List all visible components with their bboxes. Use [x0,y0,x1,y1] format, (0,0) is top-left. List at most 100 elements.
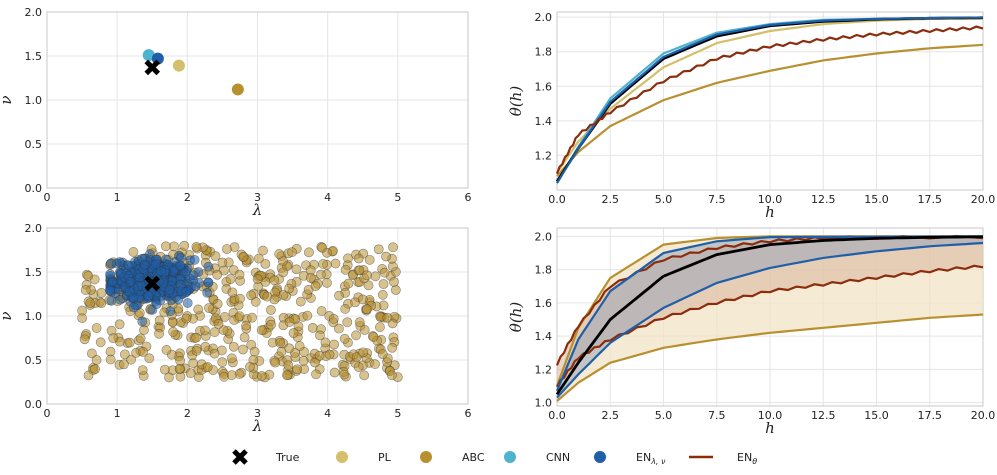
point-ABC [256,371,267,381]
point-ABC [79,334,90,345]
point-ABC [209,348,220,359]
y-tick-label: 1.2 [535,363,553,376]
point-ABC [354,265,365,276]
point-ABC [234,311,245,322]
point-ABC [375,322,385,332]
x-tick-label: 7.5 [708,409,726,422]
point-ABC [249,346,260,357]
point-EN_lambda_nu [175,260,186,271]
x-tick-label: 2.5 [602,193,620,206]
point-ABC [324,349,335,360]
legend-subscript: λ, ν [650,457,666,466]
chart-bottom-right: 0.0 2.5 5.0 7.5 10.0 12.5 15.0 17.5 20.0 1.0 1.2 1.… [507,227,996,437]
x-tick-label: 20.0 [971,409,996,422]
point-ABC [193,304,204,315]
y-axis-label: ν [0,311,15,320]
band-lower-ABC [556,313,984,402]
point-ABC [226,353,237,364]
point-ABC [382,312,393,323]
point-ABC [256,325,267,336]
point-ABC [358,347,369,358]
plot-frame [46,11,469,189]
x-tick-label: 0 [44,191,51,204]
point-ABC [342,317,353,328]
x-tick-label: 5.0 [655,193,673,206]
point-ABC [333,323,344,334]
point-ABC [368,332,379,342]
x-tick-label: 2 [184,407,191,420]
point-ABC [239,332,250,343]
point-EN_lambda_nu [188,270,199,281]
legend-marker-PL [336,451,348,463]
point-EN_lambda_nu [106,295,117,306]
point-ABC [310,281,321,292]
chart-top-left: 0 1 2 3 4 5 6 0.0 0.5 1.0 1.5 2.0 λ ν [0,6,472,219]
y-tick-label: 1.4 [535,115,553,128]
point-ABC [353,362,364,372]
point-ABC [343,278,354,289]
true-marker-stroke [232,449,248,465]
point-ABC [370,359,380,370]
point-ABC [284,283,295,294]
point-ABC [213,319,224,329]
point-EN_lambda_nu [105,285,116,295]
point-ABC [359,370,370,381]
point-ABC [386,370,397,381]
point-ABC [292,364,303,375]
y-tick-label: 1.5 [25,266,43,279]
x-tick-label: 3 [254,191,261,204]
point-ABC [284,343,295,354]
y-tick-label: 2.0 [535,11,553,24]
true-point [144,275,161,292]
y-tick-label: 1.6 [535,80,553,93]
x-tick-label: 17.5 [918,193,943,206]
point-ABC [294,341,305,351]
band-lower-EN_theta [556,264,984,388]
point-ABC [144,353,155,364]
point-ABC [316,306,327,316]
legend-marker-EN_lambda_nu [594,451,606,463]
point-ABC [315,330,325,341]
point-ABC [282,370,292,381]
point-ABC [354,317,365,328]
point-ABC [265,305,276,315]
point-ABC [96,298,107,309]
point-ABC [174,364,185,374]
point-ABC [204,303,214,313]
y-tick-label: 2.0 [535,230,553,243]
x-tick-label: 4 [324,407,331,420]
point-ABC [266,319,276,330]
x-tick-label: 15.0 [864,409,889,422]
point-EN_lambda_nu [151,259,161,270]
line-ABC [556,43,984,177]
legend-label-PL: PL [378,451,392,464]
point-ABC [390,285,401,295]
point-ABC [377,289,388,300]
point-ABC [340,264,351,275]
x-tick-label: 10.0 [758,409,783,422]
point-ABC [298,355,309,366]
point-ABC [315,269,326,280]
point-ABC [114,319,125,330]
x-tick-label: 0.0 [548,409,566,422]
x-tick-label: 3 [254,407,261,420]
point-EN_lambda_nu [125,276,136,287]
legend-true-marker [232,449,248,465]
point-ABC [363,280,374,291]
scatter-clouds [77,240,403,383]
point-ABC [278,267,289,278]
y-axis-label: ν [0,95,15,104]
point-ABC [221,244,232,254]
point-ABC [119,349,130,360]
x-axis-label: λ [252,201,263,219]
point-EN_lambda_nu [156,266,166,276]
point-ABC [364,254,375,265]
point-ABC [159,364,170,375]
point-ABC [340,304,351,314]
point-ABC [168,326,179,337]
point-ABC [305,272,316,283]
point-EN_lambda_nu [116,268,127,279]
point-EN_lambda_nu [105,269,116,280]
x-axis-label: λ [252,417,263,435]
